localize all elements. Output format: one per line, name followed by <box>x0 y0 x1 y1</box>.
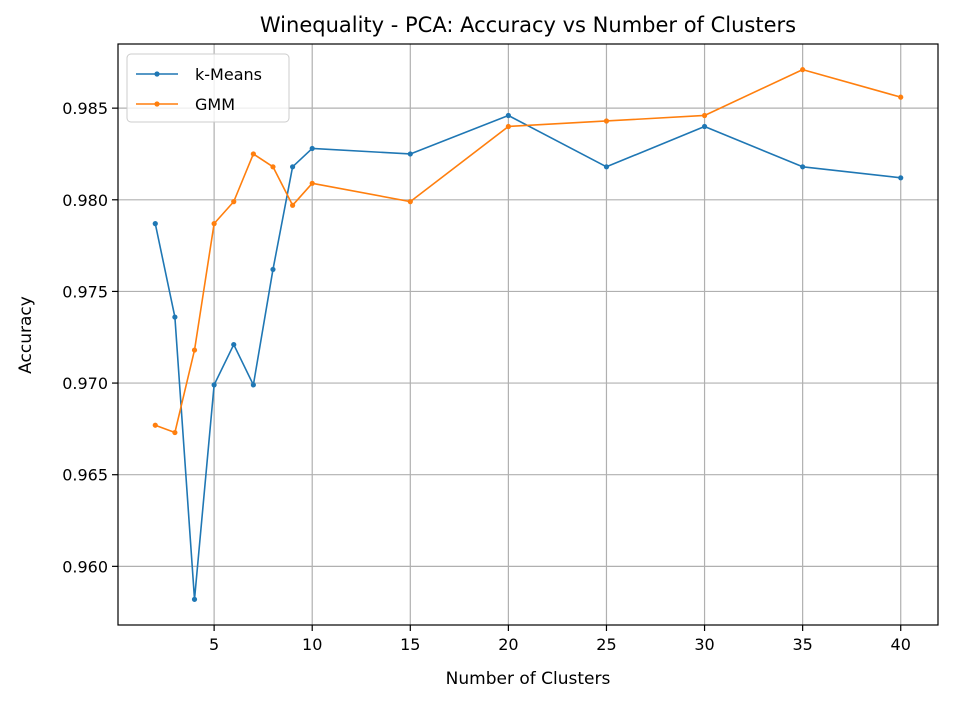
data-point-gmm <box>800 67 806 73</box>
y-tick-label: 0.965 <box>62 466 108 485</box>
data-point-gmm <box>603 118 610 124</box>
data-point-k-means <box>270 266 276 273</box>
data-point-gmm <box>152 422 158 428</box>
x-tick-label: 30 <box>694 635 714 654</box>
x-tick-label: 40 <box>891 635 911 654</box>
data-point-k-means <box>152 221 158 227</box>
data-point-gmm <box>172 429 178 436</box>
y-tick-label: 0.960 <box>62 557 108 576</box>
data-point-k-means <box>172 314 178 320</box>
data-point-gmm <box>191 347 198 353</box>
data-point-k-means <box>231 341 237 348</box>
y-axis-label: Accuracy <box>16 296 36 374</box>
data-point-k-means <box>309 145 315 152</box>
data-point-gmm <box>505 123 511 130</box>
legend-marker-kmeans <box>154 71 160 77</box>
legend-marker-gmm <box>154 101 160 107</box>
data-point-gmm <box>289 202 296 208</box>
data-point-k-means <box>603 164 610 170</box>
data-point-k-means <box>250 382 256 388</box>
data-point-k-means <box>407 151 413 157</box>
x-tick-label: 25 <box>596 635 616 654</box>
y-tick-label: 0.985 <box>62 99 108 118</box>
data-point-k-means <box>800 164 806 170</box>
y-tick-label: 0.970 <box>62 374 108 393</box>
x-tick-label: 20 <box>498 635 518 654</box>
legend: k-Means GMM <box>126 53 290 123</box>
y-tick-label: 0.975 <box>62 282 108 301</box>
x-tick-label: 35 <box>792 635 812 654</box>
x-axis-label: Number of Clusters <box>446 669 611 689</box>
series-points <box>152 67 904 602</box>
x-tick-label: 10 <box>302 635 322 654</box>
data-point-gmm <box>898 94 904 100</box>
data-point-gmm <box>231 199 237 205</box>
data-point-gmm <box>701 112 708 119</box>
data-point-gmm <box>211 221 217 227</box>
data-point-gmm <box>309 180 315 186</box>
legend-label-gmm: GMM <box>195 95 235 114</box>
data-point-k-means <box>211 382 217 388</box>
y-tick-label: 0.980 <box>62 191 108 210</box>
data-point-k-means <box>191 596 198 602</box>
plot-area-frame <box>117 43 939 626</box>
x-tick-label: 15 <box>400 635 420 654</box>
x-tick-label: 5 <box>209 635 219 654</box>
data-point-gmm <box>270 164 276 170</box>
axis-ticks: 5 10 15 20 25 30 35 40 0.960 0.965 0.970 0.975 0.980… <box>62 99 911 654</box>
data-point-k-means <box>701 123 708 130</box>
grid-lines <box>118 44 938 625</box>
data-point-k-means <box>289 164 296 170</box>
chart-title: Winequality - PCA: Accuracy vs Number of… <box>260 13 796 37</box>
data-point-gmm <box>250 151 256 157</box>
legend-box <box>126 53 290 123</box>
data-point-k-means <box>505 112 511 119</box>
data-point-gmm <box>407 199 413 205</box>
data-point-k-means <box>898 175 904 181</box>
legend-label-kmeans: k-Means <box>195 65 262 84</box>
